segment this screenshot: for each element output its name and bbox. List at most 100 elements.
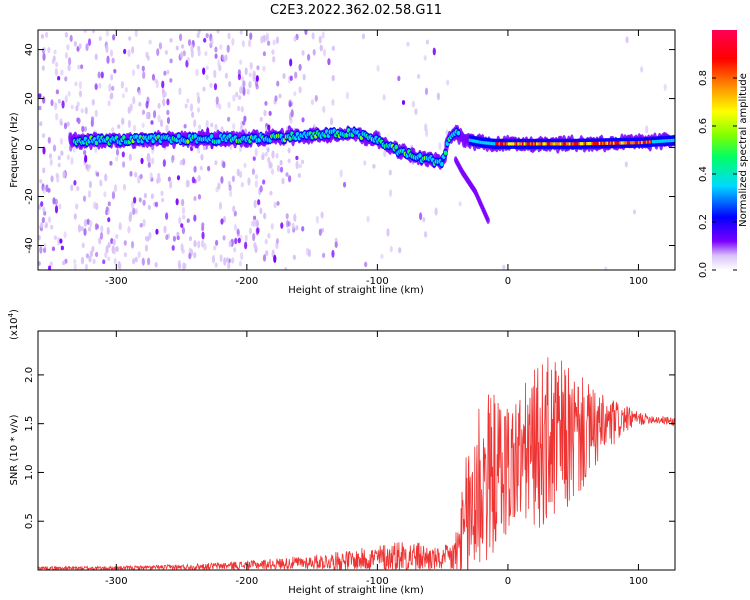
colorbar-tick-label: 0.6	[698, 118, 709, 134]
spectrogram-noise-cell	[103, 191, 107, 198]
spectrogram-noise-cell	[180, 44, 185, 49]
spectrogram-noise-cell	[124, 86, 128, 93]
spectrogram-noise-cell	[66, 121, 70, 127]
spectrogram-noise-cell	[83, 30, 87, 34]
spectrogram-noise-cell	[318, 228, 322, 236]
spectrogram-tone-peak	[598, 141, 602, 145]
spectrogram-noise-cell	[263, 212, 267, 220]
spectrogram-tone-peak	[536, 142, 539, 146]
spectrogram-noise-cell	[231, 175, 235, 183]
spectrogram-noise-cell	[185, 59, 189, 68]
spectrogram-tone-peak	[479, 140, 483, 144]
snr-y-tick-label: 2.0	[24, 367, 35, 383]
spectrogram-noise-cell	[182, 158, 186, 166]
spectrogram-noise-cell	[113, 68, 117, 74]
spectrogram-noise-cell	[203, 242, 207, 251]
spectrogram-noise-cell	[167, 176, 172, 182]
spectrogram-noise-cell	[191, 111, 195, 118]
spectrogram-noise-cell	[111, 191, 116, 200]
spectrogram-noise-cell	[57, 75, 61, 81]
spectrogram-noise-cell	[197, 49, 201, 57]
spectrogram-noise-cell	[259, 207, 263, 215]
spectrogram-noise-cell	[228, 80, 232, 88]
spectrogram-tone-peak	[583, 142, 586, 146]
spectrogram-noise-cell	[113, 257, 117, 265]
spectrogram-noise-cell	[43, 243, 47, 249]
spectrogram-noise-cell	[233, 247, 237, 253]
spectrogram-tone-peak	[648, 140, 652, 144]
spectrogram-noise-cell	[50, 175, 54, 183]
spectrogram-noise-cell	[64, 94, 68, 103]
spectrogram-noise-cell	[203, 37, 207, 43]
spectrogram-noise-cell	[141, 122, 145, 128]
spectrogram-noise-cell	[106, 226, 110, 235]
spectrogram-noise-cell	[197, 175, 201, 182]
spectrogram-tone-peak	[656, 139, 660, 144]
spectrogram-noise-cell	[276, 164, 281, 173]
spectrogram-tone-peak	[548, 142, 552, 146]
spectrogram-x-tick-label: 100	[629, 276, 648, 287]
spectrogram-noise-cell	[216, 30, 220, 34]
spectrogram-noise-cell	[42, 167, 46, 174]
spectrogram-noise-cell	[632, 209, 637, 215]
spectrogram-ridge-peak	[443, 150, 448, 156]
spectrogram-tone-peak	[628, 141, 632, 145]
spectrogram-noise-cell	[182, 214, 186, 220]
spectrogram-noise-cell	[131, 258, 136, 265]
spectrogram-noise-cell	[260, 35, 264, 44]
spectrogram-y-tick-label: -20	[24, 188, 35, 204]
spectrogram-noise-cell	[285, 219, 290, 228]
spectrogram-noise-cell	[244, 241, 248, 250]
spectrogram-noise-cell	[95, 251, 99, 258]
spectrogram-tone-peak	[567, 142, 570, 146]
spectrogram-noise-cell	[90, 119, 94, 127]
spectrogram-tone-peak	[496, 142, 500, 146]
spectrogram-noise-cell	[166, 116, 171, 125]
spectrogram-noise-cell	[68, 57, 72, 66]
spectrogram-noise-cell	[278, 93, 282, 99]
spectrogram-noise-cell	[115, 156, 119, 162]
spectrogram-noise-cell	[232, 123, 236, 130]
snr-y-multiplier: (x104)	[7, 309, 20, 340]
spectrogram-noise-cell	[256, 65, 260, 71]
spectrogram-noise-cell	[165, 212, 169, 220]
spectrogram-noise-cell	[438, 142, 442, 151]
spectrogram-noise-cell	[200, 153, 204, 161]
spectrogram-noise-cell	[80, 108, 84, 114]
spectrogram-noise-cell	[419, 212, 423, 221]
spectrogram-noise-cell	[111, 85, 115, 91]
spectrogram-noise-cell	[140, 157, 144, 165]
spectrogram-noise-cell	[274, 95, 278, 102]
spectrogram-noise-cell	[157, 114, 161, 123]
spectrogram-noise-cell	[229, 190, 233, 198]
spectrogram-noise-cell	[240, 75, 245, 82]
spectrogram-noise-cell	[244, 67, 248, 76]
spectrogram-noise-cell	[43, 247, 47, 254]
spectrogram-noise-cell	[151, 157, 155, 165]
spectrogram-noise-cell	[38, 261, 41, 266]
spectrogram-noise-cell	[268, 110, 272, 116]
spectrogram-noise-cell	[382, 94, 386, 101]
spectrogram-noise-cell	[293, 213, 297, 222]
spectrogram-noise-cell	[47, 136, 51, 144]
spectrogram-noise-cell	[214, 46, 218, 53]
spectrogram-noise-cell	[146, 152, 151, 160]
spectrogram-noise-cell	[158, 42, 163, 50]
spectrogram-noise-cell	[144, 235, 149, 242]
spectrogram-noise-cell	[54, 67, 58, 77]
spectrogram-noise-cell	[366, 215, 370, 223]
spectrogram-noise-cell	[38, 235, 41, 241]
spectrogram-noise-cell	[64, 52, 69, 59]
spectrogram-noise-cell	[73, 258, 77, 265]
spectrogram-noise-cell	[645, 125, 649, 134]
spectrogram-noise-cell	[248, 80, 252, 89]
spectrogram-noise-cell	[193, 196, 197, 202]
spectrogram-noise-cell	[132, 207, 136, 216]
spectrogram-ridge-peak	[186, 139, 190, 144]
spectrogram-tone-peak	[653, 140, 657, 144]
spectrogram-noise-cell	[228, 184, 232, 192]
spectrogram-tone-peak	[645, 140, 649, 144]
spectrogram-noise-cell	[70, 157, 74, 166]
spectrogram-noise-cell	[109, 49, 114, 57]
spectrogram-tone-peak	[637, 141, 641, 145]
